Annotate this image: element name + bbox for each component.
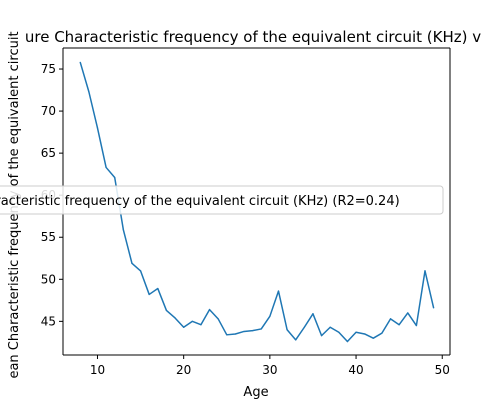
data-point — [131, 262, 133, 264]
data-point — [389, 318, 392, 320]
data-point — [320, 335, 323, 337]
plot-area: 102030405045505560657075 — [41, 47, 451, 377]
series-line — [79, 62, 435, 343]
y-tick-label: 45 — [41, 314, 56, 328]
data-point — [174, 317, 176, 319]
data-point — [269, 315, 271, 317]
y-tick-label: 50 — [41, 272, 56, 286]
data-point — [252, 330, 254, 332]
x-tick-label: 50 — [435, 363, 450, 377]
y-tick-label: 70 — [41, 104, 56, 118]
data-point — [355, 331, 357, 333]
y-tick-label: 65 — [41, 146, 56, 160]
chart-title: ure Characteristic frequency of the equi… — [25, 28, 481, 46]
legend-box — [0, 185, 444, 215]
data-point — [295, 339, 297, 341]
data-point — [424, 270, 426, 272]
x-tick-label: 20 — [176, 363, 191, 377]
data-point — [346, 340, 349, 343]
data-point — [79, 61, 81, 63]
data-point — [234, 333, 236, 335]
data-point — [157, 287, 159, 290]
data-point — [338, 331, 340, 333]
data-point — [226, 334, 228, 336]
legend: characteristic frequency of the equivale… — [0, 185, 444, 215]
data-point — [217, 318, 219, 320]
data-point — [243, 330, 245, 333]
data-point — [260, 328, 262, 330]
data-point — [114, 176, 116, 179]
data-point — [122, 229, 124, 231]
data-point — [200, 324, 202, 326]
data-point — [139, 270, 142, 272]
x-tick-label: 30 — [262, 363, 277, 377]
data-point — [165, 309, 168, 312]
data-point — [183, 326, 185, 328]
data-point — [277, 290, 280, 292]
x-tick-label: 10 — [90, 363, 105, 377]
data-point — [208, 308, 211, 311]
data-point — [88, 91, 90, 93]
y-tick-label: 55 — [41, 230, 56, 244]
y-tick-label: 75 — [41, 62, 56, 76]
data-point — [364, 333, 366, 335]
data-point — [191, 320, 193, 322]
data-point — [398, 324, 400, 326]
data-point — [329, 326, 331, 328]
x-tick-label: 40 — [348, 363, 363, 377]
data-point — [312, 313, 314, 315]
data-point — [286, 329, 288, 331]
data-point — [381, 332, 383, 334]
data-point — [372, 337, 374, 339]
data-point — [303, 326, 305, 328]
data-point — [96, 127, 99, 129]
data-point — [105, 166, 107, 169]
data-point — [433, 307, 435, 309]
data-point — [407, 312, 409, 314]
data-point — [415, 324, 417, 327]
data-point — [148, 293, 150, 296]
legend-label: characteristic frequency of the equivale… — [0, 194, 400, 209]
x-axis-label: Age — [243, 385, 268, 400]
